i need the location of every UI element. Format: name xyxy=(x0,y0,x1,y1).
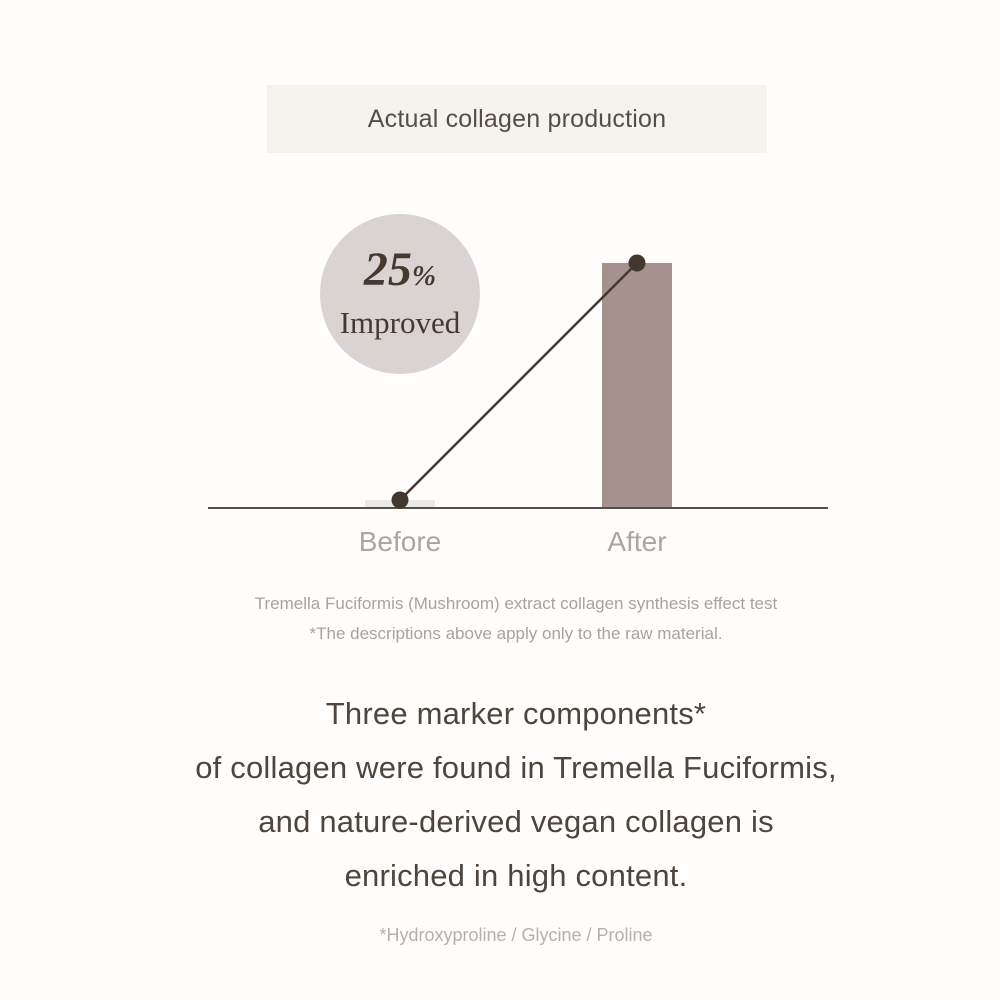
marker-components-footnote: *Hydroxyproline / Glycine / Proline xyxy=(379,925,653,945)
headline-line-1: Three marker components* xyxy=(325,696,707,731)
chart-canvas xyxy=(208,254,828,509)
improvement-badge: 25% Improved xyxy=(320,214,480,374)
caption-line-2: *The descriptions above apply only to th… xyxy=(309,624,723,643)
chart-caption: Tremella Fuciformis (Mushroom) extract c… xyxy=(16,589,1000,649)
headline-line-4: enriched in high content. xyxy=(344,858,688,893)
trend-connector-line xyxy=(399,262,638,501)
chart-title-banner: Actual collagen production xyxy=(267,85,767,153)
x-axis-label-after: After xyxy=(607,526,667,557)
x-axis-label-before: Before xyxy=(358,526,442,557)
percent-sign: % xyxy=(411,259,437,292)
chart-title: Actual collagen production xyxy=(367,104,667,133)
data-point-before xyxy=(391,491,409,509)
headline-line-3: and nature-derived vegan collagen is xyxy=(258,804,774,839)
improvement-percent: 25% xyxy=(364,245,437,304)
improvement-label: Improved xyxy=(339,304,461,340)
caption-line-1: Tremella Fuciformis (Mushroom) extract c… xyxy=(254,594,778,613)
data-point-after xyxy=(628,254,646,272)
collagen-bar-chart: Before After xyxy=(0,230,1000,570)
headline-line-2: of collagen were found in Tremella Fucif… xyxy=(195,750,837,785)
headline: Three marker components* of collagen wer… xyxy=(16,687,1000,903)
bar-after xyxy=(602,263,672,508)
improvement-value: 25 xyxy=(363,242,412,296)
